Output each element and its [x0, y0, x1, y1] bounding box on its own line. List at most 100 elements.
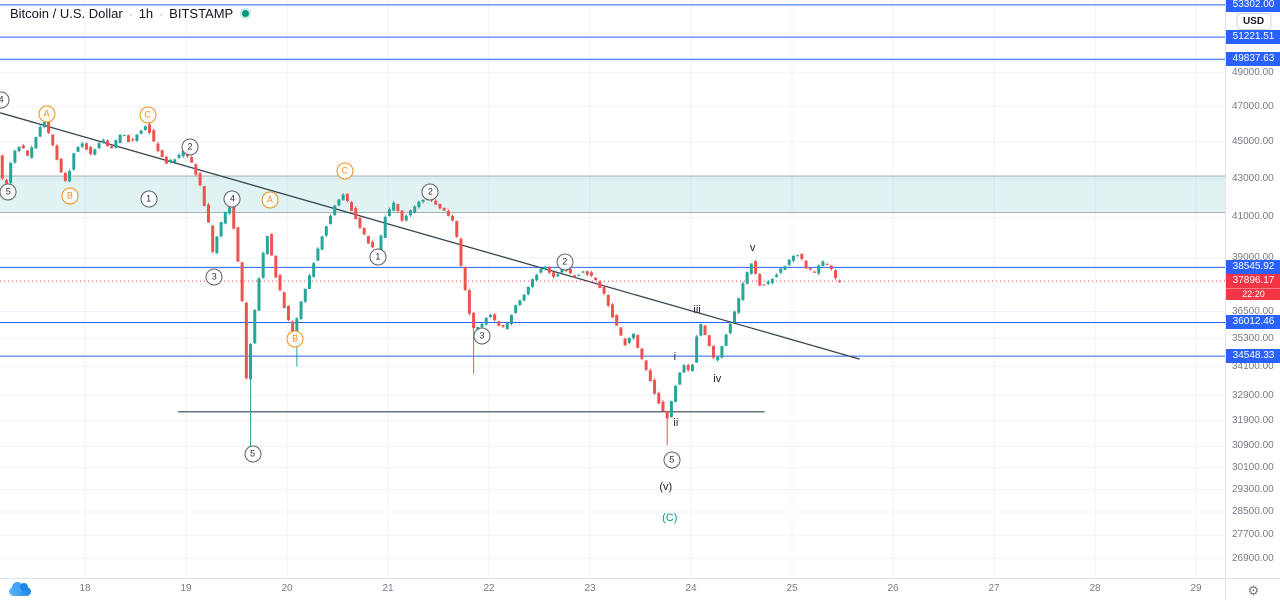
candle-body: [400, 210, 404, 221]
candle-body: [55, 145, 59, 160]
candle-body: [303, 288, 307, 302]
candle-body: [228, 207, 232, 214]
candle-body: [817, 265, 821, 274]
candle-body: [223, 211, 227, 224]
candle-body: [665, 411, 669, 419]
candle-body: [716, 357, 720, 361]
candle-body: [118, 134, 122, 143]
candle-body: [518, 300, 522, 305]
candle-body: [105, 140, 109, 147]
exchange-label[interactable]: BITSTAMP: [169, 6, 234, 21]
price-level-flag[interactable]: 49837.63: [1226, 52, 1280, 67]
candle-body: [640, 348, 644, 359]
candle-body: [711, 346, 715, 358]
chart-legend: Bitcoin / U.S. Dollar · 1h · BITSTAMP: [10, 6, 250, 21]
candle-body: [408, 210, 412, 216]
candle-body: [556, 274, 560, 277]
candle-body: [164, 156, 168, 164]
gear-icon[interactable]: ⚙: [1247, 582, 1260, 598]
candle-body: [594, 277, 598, 281]
candle-body: [421, 199, 425, 202]
candle-body: [181, 150, 185, 157]
candle-body: [720, 346, 724, 358]
candle-body: [261, 252, 265, 278]
candle-body: [387, 209, 391, 216]
candle-body: [354, 208, 358, 220]
price-level-flag[interactable]: 53302.00: [1226, 0, 1280, 12]
time-tick: 27: [988, 583, 1000, 594]
price-axis[interactable]: USD 49000.00 47000.00 45000.00 43000.00 4100…: [1225, 0, 1280, 578]
candle-body: [812, 271, 816, 273]
candle-body: [749, 263, 753, 274]
price-tick: 35300.00: [1232, 332, 1274, 344]
candle-body: [821, 261, 825, 266]
candle-body: [160, 150, 164, 158]
current-price-flag: 37896.17 22:20: [1226, 274, 1280, 301]
candle-body: [282, 292, 286, 308]
candle-body: [51, 134, 55, 146]
legend-separator: ·: [159, 6, 164, 21]
candle-body: [480, 323, 484, 328]
trendline[interactable]: [0, 112, 860, 360]
price-level-flag[interactable]: 38545.92: [1226, 260, 1280, 275]
candle-body: [362, 227, 366, 235]
candle-body: [38, 126, 42, 137]
candle-body: [358, 217, 362, 228]
candle-body: [497, 321, 501, 326]
candle-body: [791, 255, 795, 261]
candle-body: [661, 401, 665, 412]
candle-body: [834, 270, 838, 279]
candle-body: [131, 139, 135, 141]
candle-body: [236, 227, 240, 262]
price-tick: 28500.00: [1232, 505, 1274, 517]
candle-body: [274, 255, 278, 278]
candle-body: [438, 203, 442, 209]
candle-body: [417, 201, 421, 208]
candle-body: [627, 337, 631, 343]
candle-body: [615, 315, 619, 326]
time-axis[interactable]: 18 19 20 21 22 23 24 25 26 27 28 29: [0, 578, 1225, 600]
price-tick: 31900.00: [1232, 414, 1274, 426]
candle-body: [341, 194, 345, 200]
axis-settings-corner: ⚙: [1225, 578, 1280, 600]
price-level-flag[interactable]: 36012.46: [1226, 315, 1280, 330]
price-level-flag[interactable]: 34548.33: [1226, 349, 1280, 364]
candle-body: [766, 281, 770, 284]
candle-body: [783, 266, 787, 270]
candle-body: [337, 199, 341, 206]
candle-body: [148, 124, 152, 133]
legend-separator: ·: [128, 6, 133, 21]
bar-countdown: 22:20: [1226, 288, 1280, 300]
candle-body: [552, 272, 556, 277]
candle-body: [455, 220, 459, 237]
candle-body: [463, 266, 467, 291]
cloud-logo-icon[interactable]: [9, 582, 31, 596]
price-tick: 34100.00: [1232, 360, 1274, 372]
candle-body: [800, 253, 804, 260]
candle-body: [619, 327, 623, 336]
symbol-title[interactable]: Bitcoin / U.S. Dollar: [10, 6, 123, 21]
candle-body: [678, 372, 682, 385]
candle-body: [345, 193, 349, 202]
currency-toggle-button[interactable]: USD: [1235, 13, 1272, 30]
candle-body: [68, 171, 72, 182]
candle-body: [728, 323, 732, 334]
candlestick-plot[interactable]: [0, 0, 1225, 578]
candle-body: [286, 305, 290, 321]
candle-body: [291, 321, 295, 334]
candle-body: [493, 314, 497, 321]
price-level-flag[interactable]: 51221.51: [1226, 30, 1280, 45]
candle-body: [97, 143, 101, 149]
candle-body: [72, 153, 76, 170]
chart-area[interactable]: 4 A C 2 5 B 1 4 A C 2 1 3 2 3 B 5 5 (v) (C) i ii iii iv v: [0, 0, 1225, 578]
candle-body: [804, 260, 808, 269]
candle-body: [379, 235, 383, 252]
candle-body: [539, 268, 543, 273]
candle-body: [509, 314, 513, 325]
candle-body: [446, 211, 450, 216]
candle-body: [101, 139, 105, 143]
interval-label[interactable]: 1h: [138, 6, 154, 21]
candle-body: [476, 326, 480, 331]
market-status-icon: [242, 10, 250, 17]
candle-body: [211, 225, 215, 252]
